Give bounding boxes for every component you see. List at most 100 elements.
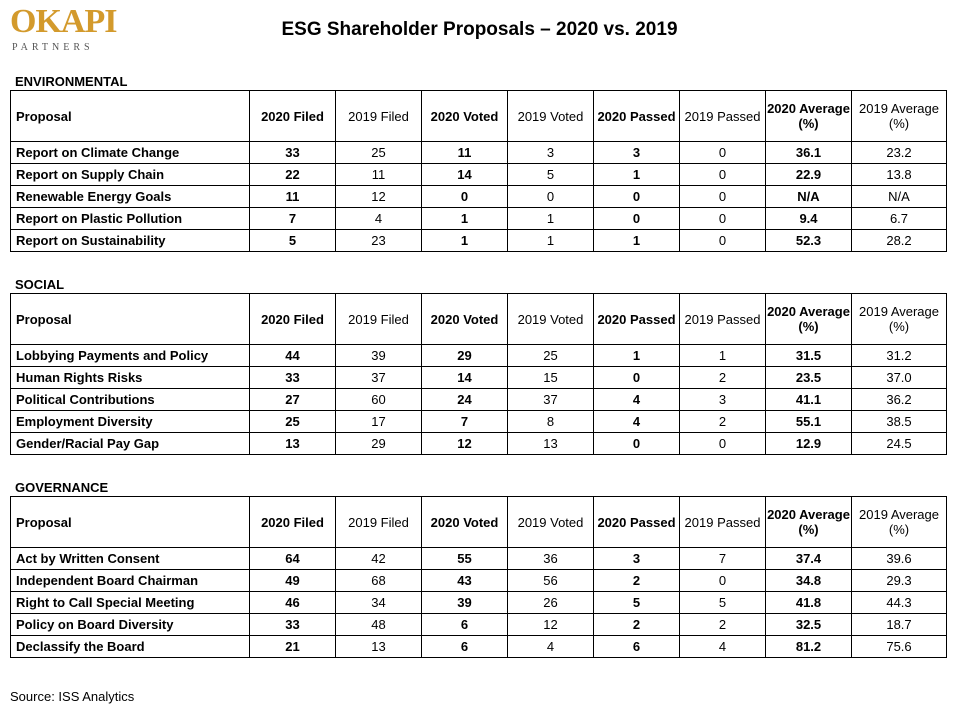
- column-header-proposal: Proposal: [10, 293, 250, 345]
- section-title: GOVERNANCE: [15, 480, 109, 495]
- table-cell: 31.2: [851, 344, 947, 367]
- section-environmental: ENVIRONMENTAL Proposal 2020 Filed 2019 File…: [10, 74, 947, 252]
- table-cell: 2: [679, 366, 766, 389]
- table-cell: 12: [335, 185, 422, 208]
- section-governance: GOVERNANCE Proposal 2020 Filed 2019 Filed 20…: [10, 480, 947, 658]
- table-cell: 23: [335, 229, 422, 252]
- table-cell: 7: [249, 207, 336, 230]
- table-cell: 7: [679, 547, 766, 570]
- table-cell: 81.2: [765, 635, 852, 658]
- table-cell: 0: [679, 163, 766, 186]
- table-cell: 37.4: [765, 547, 852, 570]
- table-row: Report on Plastic Pollution 7 4 1 1 0 0 9.4 6.7: [10, 207, 947, 230]
- table-cell: 7: [421, 410, 508, 433]
- column-header-voted-2020: 2020 Voted: [421, 90, 508, 142]
- table-cell: 68: [335, 569, 422, 592]
- table-cell: 0: [679, 207, 766, 230]
- proposal-name: Political Contributions: [10, 388, 250, 411]
- column-header-filed-2020: 2020 Filed: [249, 90, 336, 142]
- table-cell: 49: [249, 569, 336, 592]
- table-cell: 25: [249, 410, 336, 433]
- proposal-name: Independent Board Chairman: [10, 569, 250, 592]
- table-cell: 22.9: [765, 163, 852, 186]
- table-cell: 26: [507, 591, 594, 614]
- table-cell: 0: [679, 141, 766, 164]
- table-cell: 8: [507, 410, 594, 433]
- table-cell: 15: [507, 366, 594, 389]
- table-cell: 0: [679, 185, 766, 208]
- table-cell: 4: [593, 410, 680, 433]
- table-cell: 48: [335, 613, 422, 636]
- table-cell: 34.8: [765, 569, 852, 592]
- column-header-passed-2020: 2020 Passed: [593, 293, 680, 345]
- table-cell: 11: [249, 185, 336, 208]
- table-cell: 6: [593, 635, 680, 658]
- table-cell: 2: [593, 613, 680, 636]
- table-cell: 60: [335, 388, 422, 411]
- table-cell: 2: [679, 613, 766, 636]
- table-cell: 52.3: [765, 229, 852, 252]
- source-note: Source: ISS Analytics: [10, 689, 135, 704]
- table-cell: 34: [335, 591, 422, 614]
- proposal-name: Report on Supply Chain: [10, 163, 250, 186]
- table-cell: 1: [507, 229, 594, 252]
- table-cell: 1: [421, 229, 508, 252]
- column-header-passed-2020: 2020 Passed: [593, 496, 680, 548]
- proposal-name: Declassify the Board: [10, 635, 250, 658]
- table-cell: 4: [335, 207, 422, 230]
- table-cell: 1: [593, 344, 680, 367]
- table-cell: 33: [249, 613, 336, 636]
- table-cell: 13: [335, 635, 422, 658]
- table-cell: 6: [421, 613, 508, 636]
- table-cell: 6.7: [851, 207, 947, 230]
- header-row: Proposal 2020 Filed 2019 Filed 2020 Voted 20…: [10, 293, 947, 345]
- table-cell: 37: [335, 366, 422, 389]
- table-cell: 4: [679, 635, 766, 658]
- table-row: Right to Call Special Meeting 46 34 39 26 5 5 4…: [10, 591, 947, 614]
- table-cell: 44: [249, 344, 336, 367]
- table-row: Lobbying Payments and Policy 44 39 29 25 1 1 31…: [10, 344, 947, 367]
- table-cell: 24: [421, 388, 508, 411]
- table-cell: 14: [421, 163, 508, 186]
- table-cell: 25: [335, 141, 422, 164]
- table-cell: 23.5: [765, 366, 852, 389]
- table-row: Gender/Racial Pay Gap 13 29 12 13 0 0 12.9 24.5: [10, 432, 947, 455]
- column-header-avg-2020: 2020 Average (%): [765, 293, 852, 345]
- table-cell: 5: [679, 591, 766, 614]
- proposal-name: Report on Climate Change: [10, 141, 250, 164]
- table-cell: 29: [335, 432, 422, 455]
- column-header-filed-2019: 2019 Filed: [335, 293, 422, 345]
- column-header-voted-2019: 2019 Voted: [507, 293, 594, 345]
- table-row: Political Contributions 27 60 24 37 4 3 41.1 36.…: [10, 388, 947, 411]
- column-header-voted-2019: 2019 Voted: [507, 90, 594, 142]
- column-header-filed-2020: 2020 Filed: [249, 293, 336, 345]
- proposal-name: Employment Diversity: [10, 410, 250, 433]
- table-cell: 1: [421, 207, 508, 230]
- table-row: Act by Written Consent 64 42 55 36 3 7 37.4 39.6: [10, 547, 947, 570]
- table-cell: 14: [421, 366, 508, 389]
- okapi-partners-logo: OKAPI PARTNERS: [10, 4, 120, 54]
- table-cell: 3: [679, 388, 766, 411]
- table-cell: 0: [421, 185, 508, 208]
- table-cell: 4: [507, 635, 594, 658]
- header-row: Proposal 2020 Filed 2019 Filed 2020 Voted 20…: [10, 90, 947, 142]
- table-cell: 37.0: [851, 366, 947, 389]
- table-cell: 12: [507, 613, 594, 636]
- column-header-proposal: Proposal: [10, 90, 250, 142]
- table-cell: 36.2: [851, 388, 947, 411]
- table-cell: 13: [249, 432, 336, 455]
- table-cell: 1: [679, 344, 766, 367]
- table-cell: 3: [507, 141, 594, 164]
- column-header-avg-2020: 2020 Average (%): [765, 90, 852, 142]
- table-cell: 55.1: [765, 410, 852, 433]
- page-title: ESG Shareholder Proposals – 2020 vs. 201…: [281, 19, 678, 40]
- table-cell: 12: [421, 432, 508, 455]
- table-cell: 27: [249, 388, 336, 411]
- table-cell: 13.8: [851, 163, 947, 186]
- table-row: Policy on Board Diversity 33 48 6 12 2 2 32.5 18…: [10, 613, 947, 636]
- table-cell: 12.9: [765, 432, 852, 455]
- table-cell: 75.6: [851, 635, 947, 658]
- table-cell: 5: [593, 591, 680, 614]
- logo-wordmark: OKAPI: [10, 3, 117, 40]
- table-cell: 3: [593, 141, 680, 164]
